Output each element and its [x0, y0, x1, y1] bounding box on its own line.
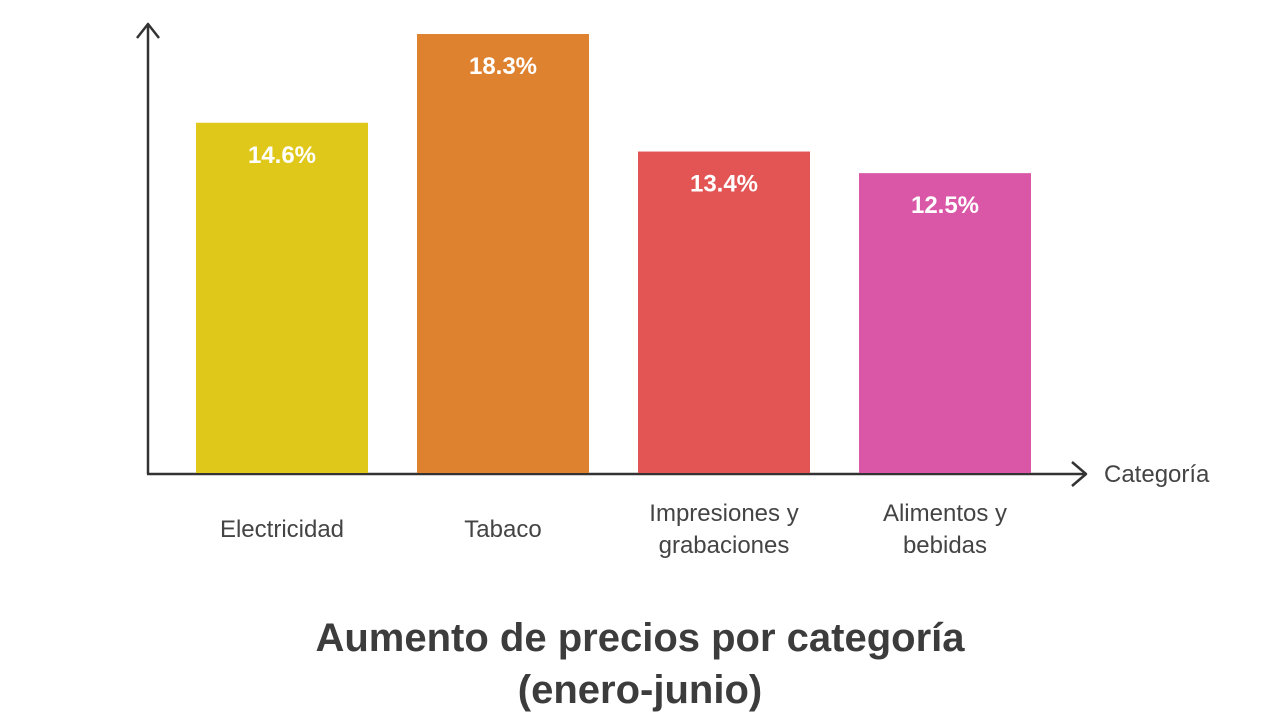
- x-tick-label-line: Electricidad: [220, 516, 344, 543]
- bar-4: [859, 173, 1031, 474]
- data-label-4: 12.5%: [911, 192, 979, 219]
- bar-2: [417, 34, 589, 473]
- x-tick-label-1: Electricidad: [220, 516, 344, 543]
- data-label-2: 18.3%: [469, 53, 537, 80]
- chart-title-line-1: Aumento de precios por categoría: [315, 616, 965, 660]
- labels: Electricidad Tabaco Impresiones y grabacion…: [220, 500, 1007, 559]
- x-tick-label-4: Alimentos y bebidas: [883, 500, 1007, 559]
- x-tick-label-line: grabaciones: [659, 532, 790, 559]
- x-axis-arrow: [1071, 461, 1088, 487]
- data-label-3: 13.4%: [690, 171, 758, 198]
- bar-3: [638, 151, 810, 473]
- axes: Categoría: [136, 22, 1210, 488]
- chart-title: Aumento de precios por categoría (enero-…: [0, 612, 1280, 716]
- bar-1: [196, 122, 368, 474]
- bar-chart: Categoría 14.6% 18.3% 13.4% 12.5% Electrici…: [136, 22, 1210, 559]
- x-tick-label-line: Alimentos y: [883, 500, 1007, 527]
- y-axis-arrow: [136, 22, 160, 39]
- x-tick-label-line: bebidas: [903, 532, 987, 559]
- chart-title-line-2: (enero-junio): [517, 668, 763, 712]
- data-label-1: 14.6%: [248, 142, 316, 169]
- x-tick-label-2: Tabaco: [464, 516, 541, 543]
- x-tick-label-3: Impresiones y grabaciones: [649, 500, 798, 559]
- x-axis-title: Categoría: [1104, 461, 1210, 488]
- x-tick-label-line: Tabaco: [464, 516, 541, 543]
- bars: 14.6% 18.3% 13.4% 12.5%: [196, 34, 1031, 474]
- x-tick-label-line: Impresiones y: [649, 500, 798, 527]
